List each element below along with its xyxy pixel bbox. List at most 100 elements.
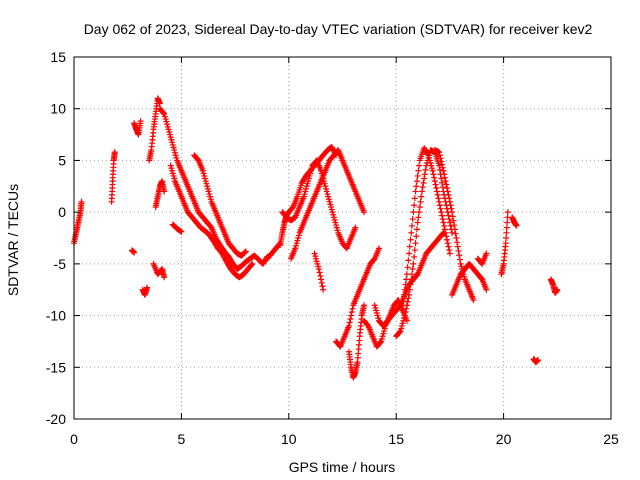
data-point-marker bbox=[401, 286, 408, 293]
data-point-marker bbox=[445, 243, 452, 250]
data-point-marker bbox=[318, 279, 325, 286]
data-point-marker bbox=[435, 195, 442, 202]
data-point-marker bbox=[438, 158, 445, 165]
data-point-marker bbox=[441, 226, 448, 233]
data-point-marker bbox=[436, 162, 443, 169]
data-point-marker bbox=[316, 269, 323, 276]
data-point-marker bbox=[349, 305, 356, 312]
data-point-marker bbox=[403, 276, 410, 283]
data-point-marker bbox=[433, 185, 440, 192]
data-point-marker bbox=[396, 328, 403, 335]
data-point-marker bbox=[448, 205, 455, 212]
axis-ticks: 0 5 10 15 20 25 -20 -15 -10 -5 0 5 10 15 bbox=[46, 49, 619, 447]
data-point-marker bbox=[400, 297, 407, 304]
data-point-marker bbox=[431, 174, 438, 181]
data-point-marker bbox=[402, 309, 409, 316]
data-point-marker bbox=[348, 309, 355, 316]
data-point-marker bbox=[444, 240, 451, 247]
data-point-marker bbox=[415, 214, 422, 221]
data-point-marker bbox=[554, 286, 561, 293]
data-point-marker bbox=[78, 198, 85, 205]
data-point-marker bbox=[411, 202, 418, 209]
data-point-marker bbox=[315, 266, 322, 273]
data-point-marker bbox=[410, 209, 417, 216]
data-point-marker bbox=[434, 188, 441, 195]
data-point-marker bbox=[436, 198, 443, 205]
data-point-marker bbox=[443, 181, 450, 188]
y-axis-label: SDTVAR / TECUs bbox=[5, 184, 21, 296]
x-tick-label: 20 bbox=[496, 431, 512, 447]
data-point-marker bbox=[407, 281, 414, 288]
y-tick-label: 15 bbox=[50, 49, 66, 65]
data-point-marker bbox=[446, 247, 453, 254]
data-point-marker bbox=[447, 222, 454, 229]
data-point-marker bbox=[422, 166, 429, 173]
data-point-marker bbox=[137, 118, 144, 125]
data-point-marker bbox=[436, 149, 443, 156]
data-point-marker bbox=[449, 209, 456, 216]
data-point-marker bbox=[470, 297, 477, 304]
data-point-marker bbox=[352, 224, 359, 231]
data-point-marker bbox=[431, 178, 438, 185]
data-point-marker bbox=[424, 151, 431, 158]
data-point-marker bbox=[444, 185, 451, 192]
data-point-marker bbox=[430, 171, 437, 178]
x-tick-label: 0 bbox=[70, 431, 78, 447]
data-point-marker bbox=[437, 155, 444, 162]
data-point-marker bbox=[320, 286, 327, 293]
data-point-marker bbox=[411, 195, 418, 202]
data-point-marker bbox=[437, 205, 444, 212]
data-point-marker bbox=[416, 162, 423, 169]
data-point-marker bbox=[242, 248, 249, 255]
plot-border bbox=[73, 56, 612, 420]
data-point-marker bbox=[455, 247, 462, 254]
data-point-marker bbox=[413, 226, 420, 233]
data-point-marker bbox=[417, 198, 424, 205]
data-point-marker bbox=[249, 260, 256, 267]
data-point-marker bbox=[131, 249, 138, 256]
data-point-marker bbox=[406, 286, 413, 293]
data-point-marker bbox=[360, 302, 367, 309]
x-tick-label: 10 bbox=[281, 431, 297, 447]
data-point-marker bbox=[408, 222, 415, 229]
data-point-marker bbox=[441, 171, 448, 178]
data-point-marker bbox=[161, 188, 168, 195]
x-tick-label: 15 bbox=[388, 431, 404, 447]
data-point-marker bbox=[446, 198, 453, 205]
data-point-marker bbox=[416, 209, 423, 216]
data-point-marker bbox=[436, 152, 443, 159]
data-point-marker bbox=[399, 302, 406, 309]
data-point-marker bbox=[451, 222, 458, 229]
data-point-marker bbox=[348, 312, 355, 319]
data-point-marker bbox=[442, 229, 449, 236]
y-tick-label: 0 bbox=[58, 204, 66, 220]
data-point-marker bbox=[377, 339, 384, 346]
data-point-marker bbox=[411, 247, 418, 254]
data-point-marker bbox=[483, 286, 490, 293]
data-point-marker bbox=[504, 219, 511, 226]
data-point-marker bbox=[413, 233, 420, 240]
data-point-marker bbox=[376, 245, 383, 252]
data-points bbox=[71, 95, 561, 381]
data-point-marker bbox=[446, 250, 453, 257]
data-point-marker bbox=[318, 276, 325, 283]
data-point-marker bbox=[454, 243, 461, 250]
data-point-marker bbox=[420, 179, 427, 186]
y-tick-label: -5 bbox=[54, 256, 67, 272]
data-point-marker bbox=[503, 224, 510, 231]
data-point-marker bbox=[160, 110, 167, 117]
x-tick-label: 5 bbox=[178, 431, 186, 447]
data-point-marker bbox=[416, 203, 423, 210]
data-point-marker bbox=[447, 202, 454, 209]
data-point-marker bbox=[410, 260, 417, 267]
data-point-marker bbox=[404, 298, 411, 305]
data-point-marker bbox=[406, 250, 413, 257]
data-point-marker bbox=[445, 191, 452, 198]
data-point-marker bbox=[438, 209, 445, 216]
data-point-marker bbox=[445, 212, 452, 219]
data-point-marker bbox=[442, 178, 449, 185]
data-point-marker bbox=[434, 191, 441, 198]
data-point-marker bbox=[402, 281, 409, 288]
data-point-marker bbox=[405, 295, 412, 302]
data-point-marker bbox=[411, 253, 418, 260]
